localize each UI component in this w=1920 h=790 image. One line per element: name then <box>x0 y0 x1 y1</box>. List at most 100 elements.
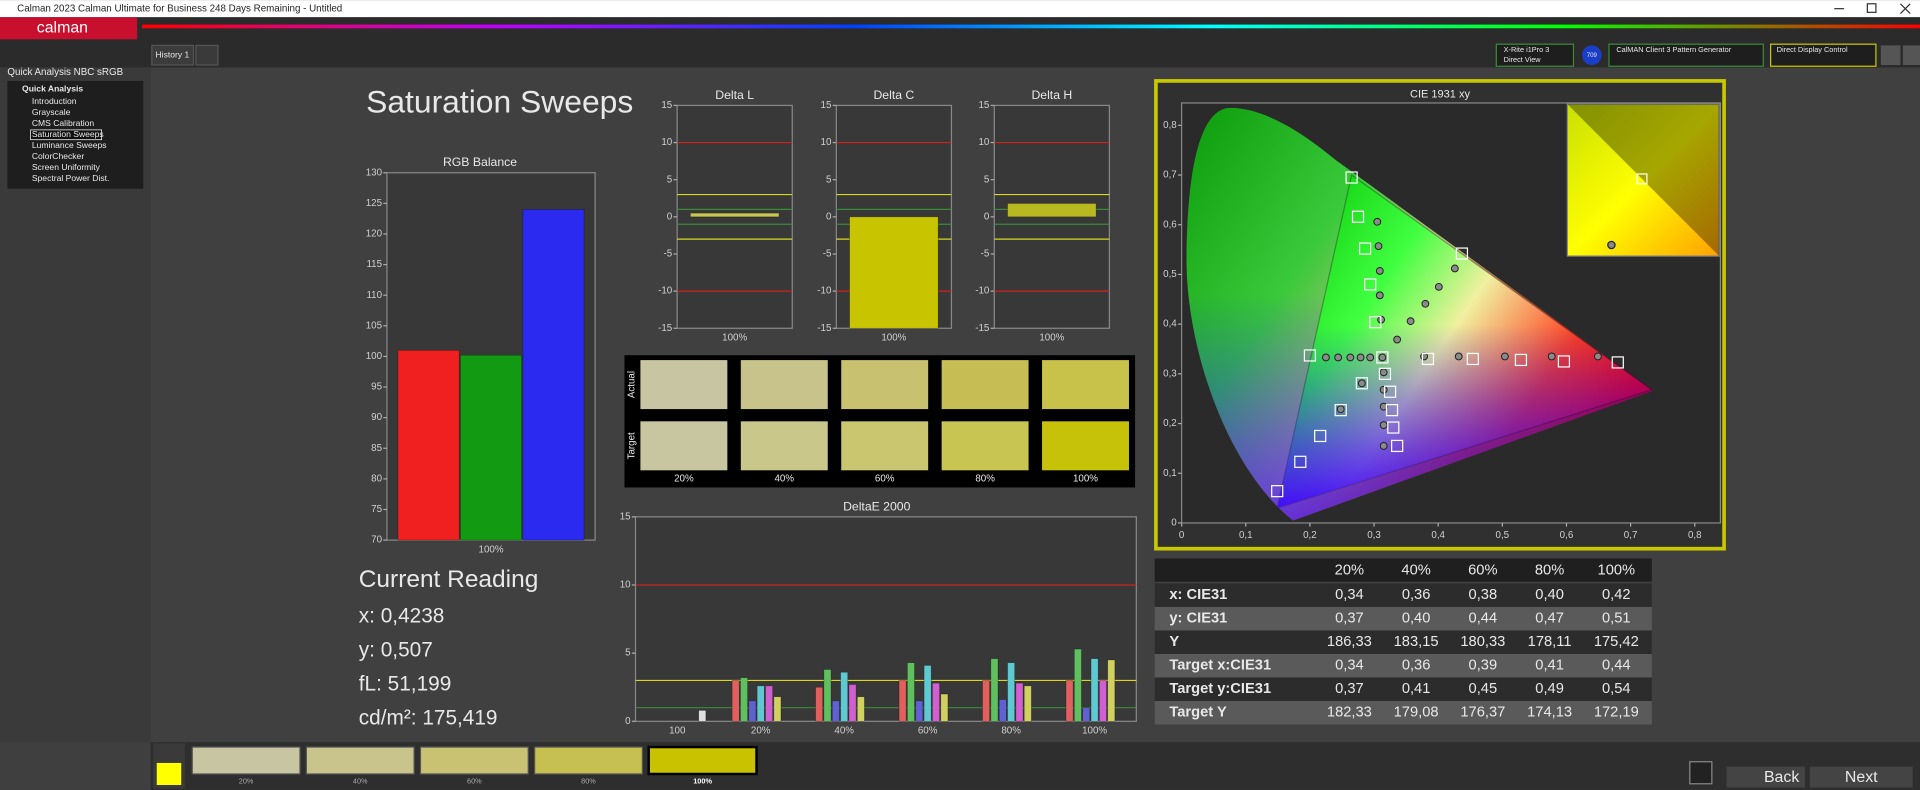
generator-name: CalMAN Client 3 Pattern Generator <box>1616 45 1731 54</box>
y-tick-label: 0,5 <box>1163 269 1177 280</box>
y-tick-label: 10 <box>821 137 832 148</box>
stop-button[interactable] <box>1689 761 1713 785</box>
generator-select[interactable] <box>1608 43 1764 67</box>
table-cell: 0,36 <box>1402 658 1431 674</box>
table-cell: 0,47 <box>1535 611 1564 627</box>
patch[interactable] <box>419 746 529 775</box>
table-cell: 0,37 <box>1335 681 1364 697</box>
title-bar <box>0 0 1920 18</box>
gamut-triangle-blue <box>1277 175 1652 509</box>
tree-item[interactable]: Luminance Sweeps <box>32 140 107 150</box>
collapse-button[interactable] <box>1902 45 1920 65</box>
table-row-label: x: CIE31 <box>1169 587 1227 603</box>
target-point <box>1364 278 1377 291</box>
logo-button[interactable] <box>0 17 138 40</box>
tree-item[interactable]: Screen Uniformity <box>32 162 101 172</box>
target-point <box>1314 429 1327 443</box>
measured-point <box>1356 353 1365 362</box>
table-header: 80% <box>1535 563 1564 579</box>
swatch-label: 100% <box>1073 473 1098 484</box>
x-tick-label: 0,7 <box>1624 530 1638 541</box>
table-cell: 0,45 <box>1469 681 1498 697</box>
swatch-label: 40% <box>774 473 794 484</box>
table-cell: 0,38 <box>1469 587 1498 603</box>
actual-swatch <box>640 360 728 410</box>
y-tick-label: 0 <box>667 211 673 222</box>
y-tick-label: 105 <box>366 320 383 331</box>
y-tick-label: 125 <box>366 198 383 209</box>
patch[interactable] <box>647 745 758 776</box>
patch[interactable] <box>305 746 415 775</box>
target-point <box>1355 377 1368 390</box>
settings-button[interactable] <box>1880 45 1901 65</box>
y-tick-label: 80 <box>371 473 382 484</box>
measured-point <box>1346 353 1355 362</box>
reading-line: x: 0,4238 <box>359 605 445 628</box>
bar <box>690 212 780 218</box>
back-button[interactable] <box>1726 766 1805 788</box>
bar <box>815 686 824 722</box>
bar <box>1099 680 1107 722</box>
table-cell: 0,41 <box>1402 681 1431 697</box>
measured-point <box>1373 217 1382 226</box>
y-tick-label: 0 <box>625 716 631 727</box>
bar <box>990 658 999 722</box>
bar <box>840 671 849 722</box>
measured-point <box>1547 352 1556 361</box>
add-tab[interactable] <box>195 44 219 66</box>
x-tick-label: 100% <box>1082 726 1107 737</box>
y-tick-label: 0,4 <box>1163 319 1177 330</box>
table-row-bg <box>1154 701 1652 725</box>
y-tick-label: -5 <box>823 249 832 260</box>
bar <box>998 699 1007 722</box>
table-header: 100% <box>1598 563 1636 579</box>
history-tab[interactable] <box>151 44 195 66</box>
table-row-bg <box>1154 583 1652 607</box>
bar <box>1065 680 1074 722</box>
display-name: Direct Display Control <box>1777 45 1848 54</box>
target-point <box>1378 367 1392 380</box>
table-cell: 0,39 <box>1469 658 1498 674</box>
bar <box>1007 203 1097 218</box>
table-cell: 180,33 <box>1460 634 1505 650</box>
tree-item[interactable]: Spectral Power Dist. <box>32 173 110 183</box>
delta-title: Delta H <box>1031 88 1072 102</box>
window-title: Calman 2023 Calman Ultimate for Business… <box>17 3 342 14</box>
patch[interactable] <box>534 746 643 775</box>
bar <box>1107 659 1116 722</box>
tree-item[interactable]: ColorChecker <box>32 151 84 161</box>
patch-label: 100% <box>693 776 712 785</box>
tree-item[interactable]: CMS Calibration <box>32 118 95 128</box>
table-cell: 0,44 <box>1602 658 1631 674</box>
patch[interactable] <box>191 746 301 775</box>
bar <box>740 677 748 722</box>
y-tick-label: 15 <box>821 100 832 111</box>
patch-label: 80% <box>581 776 596 785</box>
y-tick-label: -15 <box>975 323 990 334</box>
bar <box>397 350 460 541</box>
measured-point <box>1450 264 1459 273</box>
table-header: 40% <box>1401 563 1430 579</box>
next-button[interactable] <box>1809 766 1913 788</box>
x-tick-label: 80% <box>1001 726 1021 737</box>
display-select[interactable] <box>1770 43 1877 67</box>
table-row-label: Target Y <box>1169 705 1227 721</box>
y-tick-label: 100 <box>366 351 383 362</box>
meter-select[interactable] <box>1495 43 1575 67</box>
window-controls[interactable] <box>1834 3 1911 15</box>
x-tick-label: 100% <box>1039 333 1064 344</box>
tree-item[interactable]: Introduction <box>32 96 77 106</box>
y-tick-label: 5 <box>826 174 832 185</box>
tree-item[interactable]: Saturation Sweeps <box>32 129 104 139</box>
color-space-badge[interactable] <box>1582 45 1602 65</box>
target-point <box>1387 421 1400 434</box>
table-row-label: y: CIE31 <box>1169 611 1227 627</box>
table-row-bg <box>1154 653 1652 678</box>
tree-item[interactable]: Grayscale <box>32 107 71 117</box>
target-swatch <box>941 421 1029 471</box>
x-tick-label: 0,4 <box>1431 530 1445 541</box>
bar <box>756 685 765 722</box>
swatch-row-label: Actual <box>626 371 637 398</box>
y-tick-label: 95 <box>371 382 382 393</box>
y-tick-label: 10 <box>661 137 672 148</box>
